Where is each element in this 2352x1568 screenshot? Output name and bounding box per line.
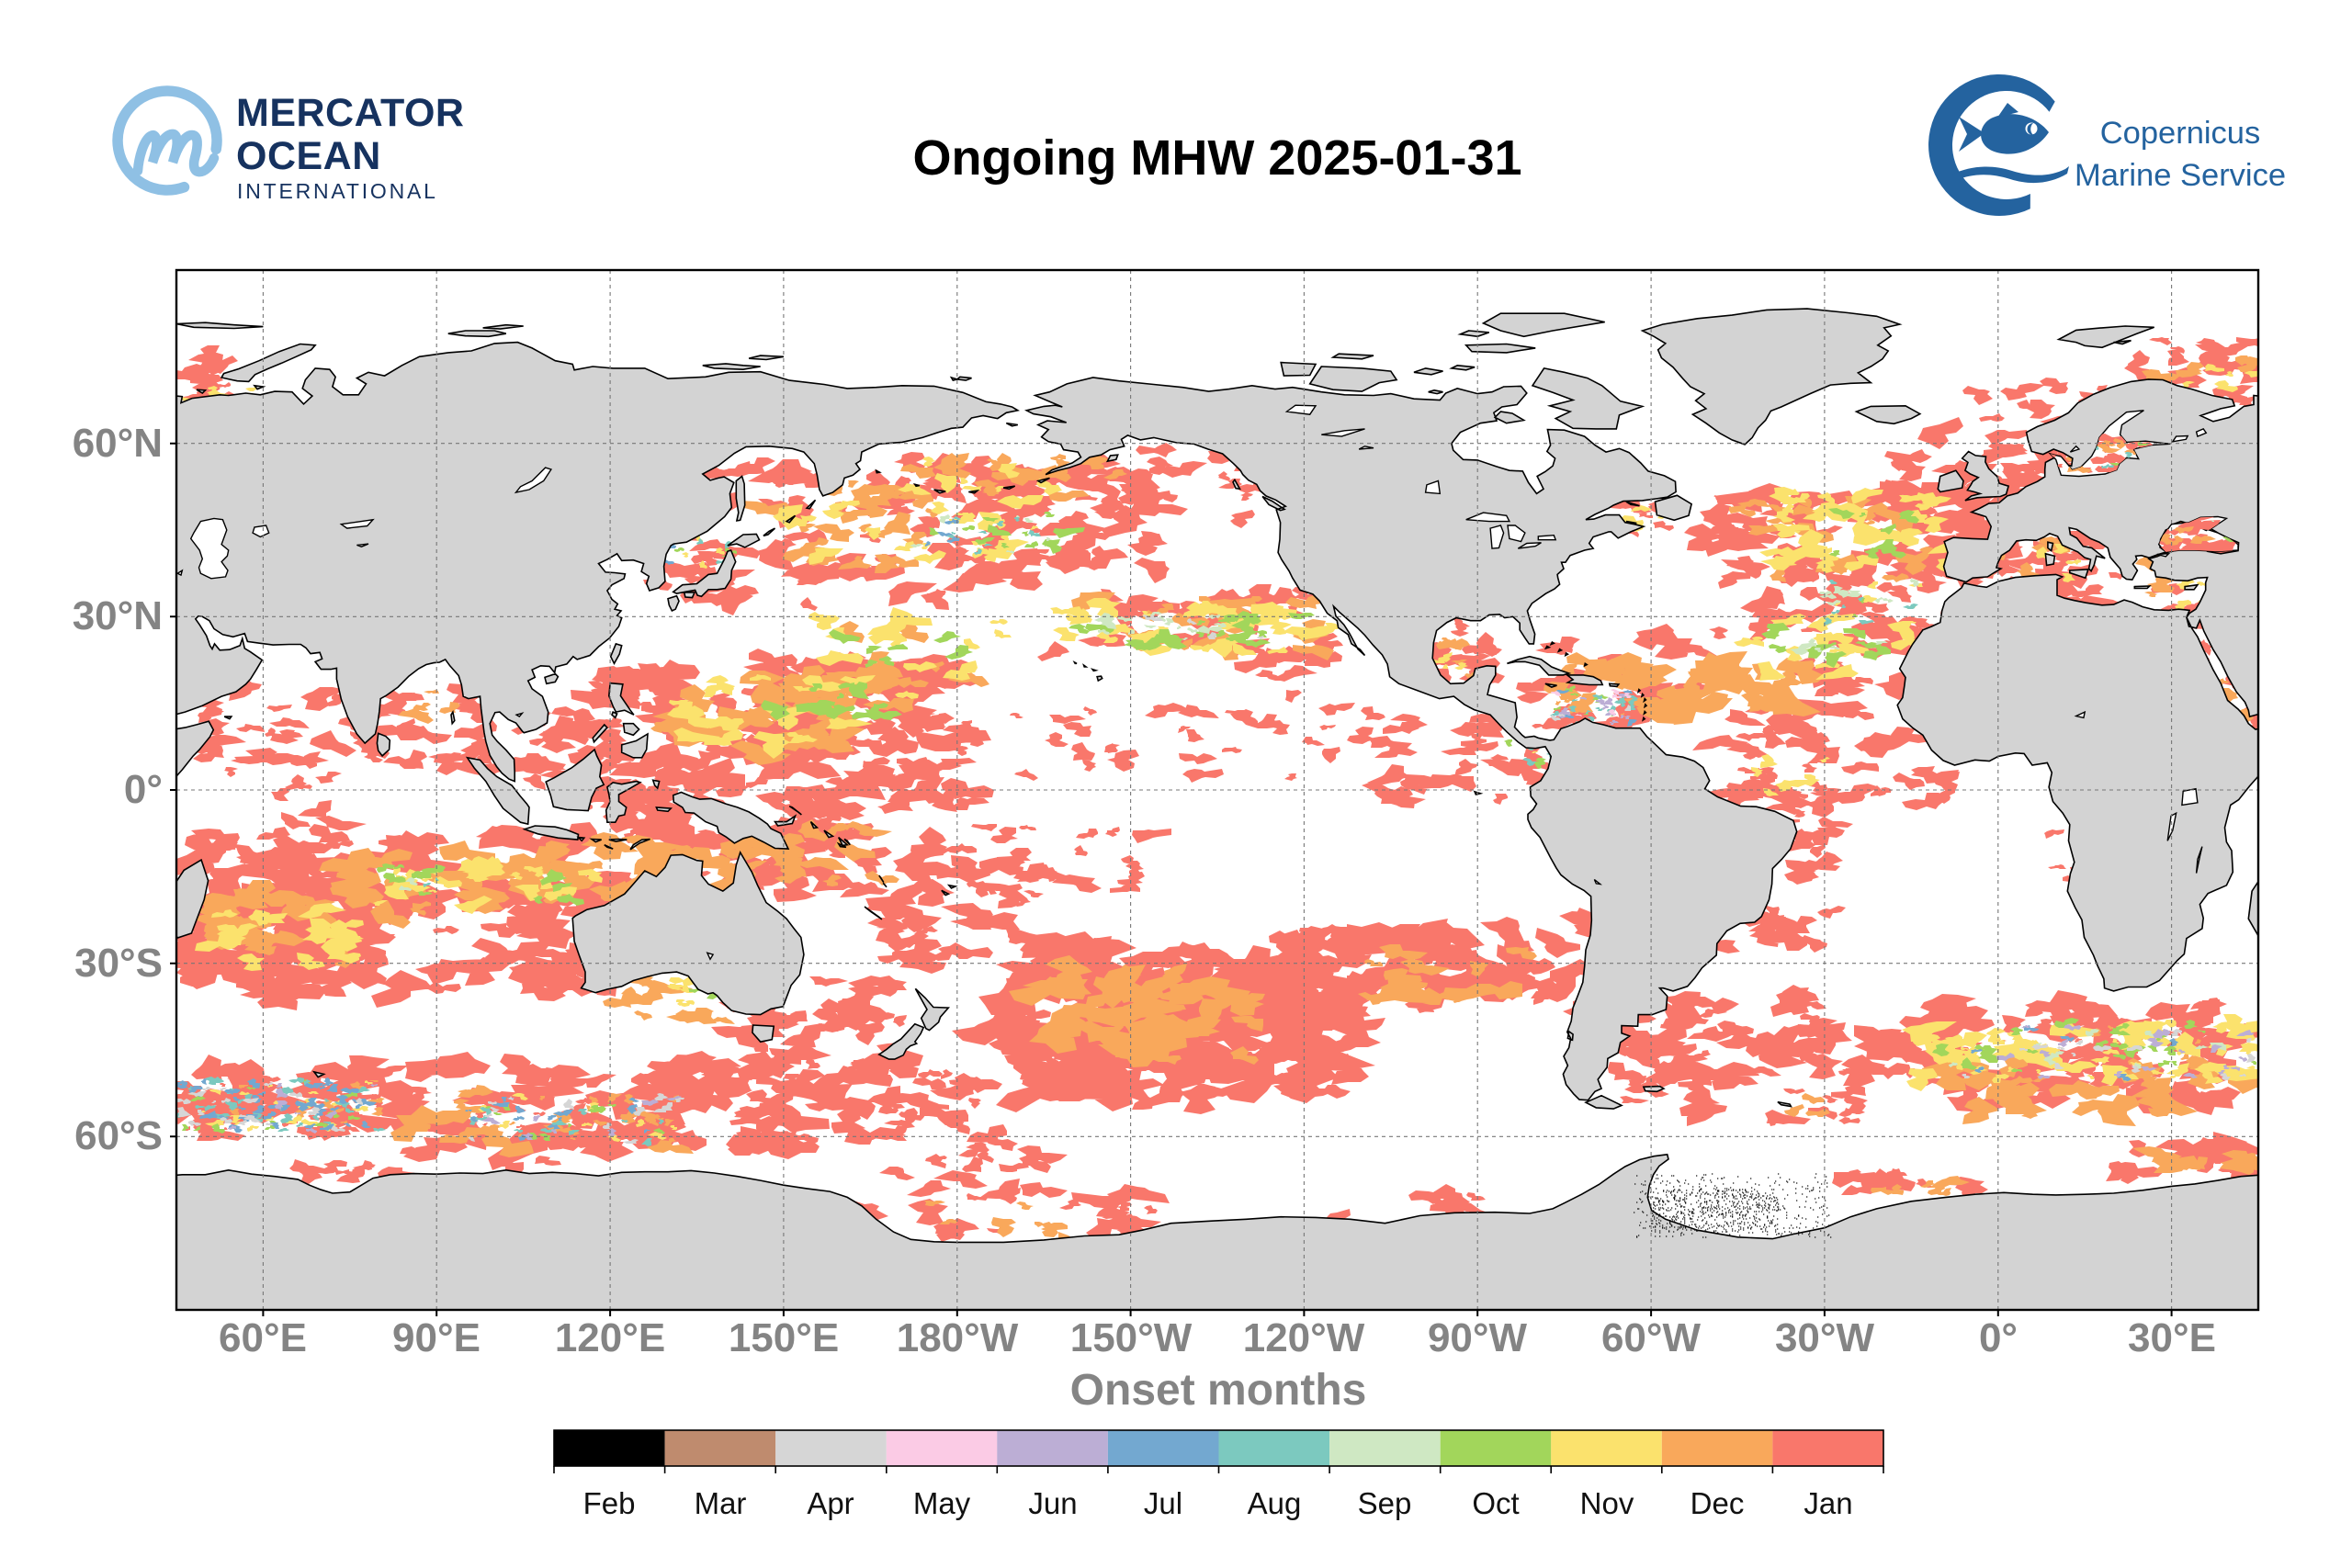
svg-text:May: May — [913, 1486, 971, 1520]
svg-text:Dec: Dec — [1690, 1486, 1745, 1520]
svg-text:0°: 0° — [124, 767, 163, 812]
svg-text:Aug: Aug — [1248, 1486, 1302, 1520]
svg-text:Onset months: Onset months — [1070, 1366, 1367, 1415]
svg-text:Oct: Oct — [1472, 1486, 1519, 1520]
svg-text:30°S: 30°S — [74, 941, 163, 986]
svg-text:Feb: Feb — [583, 1486, 636, 1520]
svg-text:30°N: 30°N — [73, 593, 163, 638]
svg-text:Marine Service: Marine Service — [2075, 158, 2286, 193]
svg-text:120°W: 120°W — [1243, 1315, 1365, 1360]
svg-text:Apr: Apr — [807, 1486, 854, 1520]
svg-text:60°W: 60°W — [1601, 1315, 1702, 1360]
svg-text:Jul: Jul — [1144, 1486, 1182, 1520]
svg-text:Sep: Sep — [1358, 1486, 1412, 1520]
svg-text:90°W: 90°W — [1428, 1315, 1528, 1360]
svg-text:180°W: 180°W — [897, 1315, 1019, 1360]
svg-text:150°E: 150°E — [729, 1315, 839, 1360]
svg-text:INTERNATIONAL: INTERNATIONAL — [237, 179, 438, 203]
svg-text:Jan: Jan — [1804, 1486, 1852, 1520]
svg-text:30°E: 30°E — [2128, 1315, 2216, 1360]
svg-text:30°W: 30°W — [1775, 1315, 1875, 1360]
svg-text:120°E: 120°E — [555, 1315, 665, 1360]
svg-text:90°E: 90°E — [392, 1315, 481, 1360]
svg-text:60°S: 60°S — [74, 1113, 163, 1158]
svg-text:Copernicus: Copernicus — [2100, 116, 2261, 151]
svg-text:60°E: 60°E — [219, 1315, 307, 1360]
svg-text:MERCATOR: MERCATOR — [236, 91, 464, 135]
svg-text:Nov: Nov — [1580, 1486, 1634, 1520]
svg-text:0°: 0° — [1979, 1315, 2018, 1360]
svg-text:60°N: 60°N — [73, 421, 163, 466]
svg-text:Ongoing MHW 2025-01-31: Ongoing MHW 2025-01-31 — [912, 130, 1521, 186]
svg-text:Mar: Mar — [695, 1486, 747, 1520]
svg-text:OCEAN: OCEAN — [236, 134, 381, 178]
svg-text:Jun: Jun — [1028, 1486, 1077, 1520]
svg-text:150°W: 150°W — [1070, 1315, 1193, 1360]
